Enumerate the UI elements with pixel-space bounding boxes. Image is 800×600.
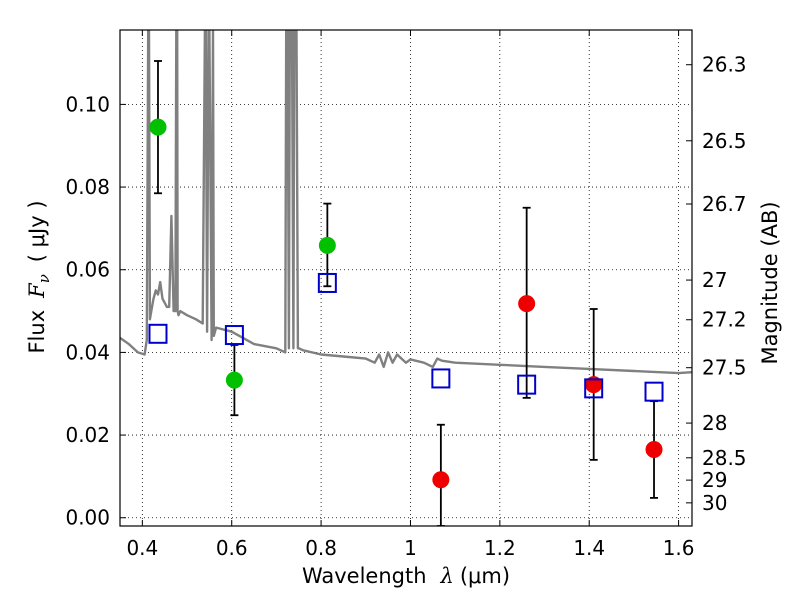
model-photometry-point-4 <box>517 374 537 395</box>
x-tick-label-0: 0.4 <box>126 536 158 560</box>
x-tick-label-2: 0.8 <box>305 536 337 560</box>
y2-tick-label-8: 29 <box>702 468 727 492</box>
y2-tick-label-1: 26.5 <box>702 129 747 153</box>
y-tick-label-0: 0.00 <box>65 506 110 530</box>
y-tick-label-3: 0.06 <box>65 258 110 282</box>
red-measurements-point-3 <box>645 441 663 459</box>
x-axis-label-unit: (μm) <box>460 564 510 588</box>
y2-tick-label-3: 27 <box>702 268 727 292</box>
y2-tick-label-0: 26.3 <box>702 53 747 77</box>
y2-tick-label-2: 26.7 <box>702 192 747 216</box>
grid <box>120 30 692 526</box>
green-measurements-point-0 <box>149 118 167 136</box>
y-tick-label-1: 0.02 <box>65 423 110 447</box>
model-photometry-point-6 <box>644 381 664 402</box>
green-measurements-point-1 <box>225 371 243 389</box>
y-axis-label-subscript: ν <box>35 274 53 283</box>
x-tick-label-6: 1.6 <box>663 536 695 560</box>
y-axis-label-main: Flux <box>25 310 49 354</box>
ticks-layer: 0.4 0.6 0.8 1 1.2 1.4 1.6 0.00 0.02 0.04 0.06 0.08 0… <box>65 30 747 560</box>
spectrum-layer <box>120 30 692 375</box>
x-axis-label: Wavelength λ (μm) <box>302 564 510 588</box>
x-tick-label-3: 1 <box>404 536 417 560</box>
y2-tick-label-4: 27.2 <box>702 308 747 332</box>
y-tick-label-4: 0.08 <box>65 175 110 199</box>
x-tick-label-1: 0.6 <box>216 536 248 560</box>
model-photometry-point-1 <box>224 325 244 346</box>
y2-tick-label-6: 28 <box>702 411 727 435</box>
y-tick-label-5: 0.10 <box>65 92 110 116</box>
green-measurements-point-2 <box>318 236 336 254</box>
model-spectrum-line <box>120 30 692 375</box>
y-axis-label-unit: ( μJy ) <box>25 200 49 262</box>
x-tick-label-5: 1.4 <box>573 536 605 560</box>
y2-tick-label-9: 30 <box>702 491 727 515</box>
y-axis-label-symbol: F <box>25 282 49 299</box>
y2-tick-label-5: 27.5 <box>702 356 747 380</box>
x-axis-label-main: Wavelength <box>302 564 427 588</box>
model-photometry-point-0 <box>148 323 168 344</box>
model-photometry-point-5 <box>584 378 604 399</box>
model-photometry-point-2 <box>317 272 337 293</box>
y-tick-label-2: 0.04 <box>65 340 110 364</box>
plot-frame <box>119 29 693 527</box>
y-axis-label: Flux Fν ( μJy ) <box>25 200 53 353</box>
red-measurements-point-1 <box>518 295 536 313</box>
marker-layer <box>148 118 664 489</box>
y2-tick-label-7: 28.5 <box>702 446 747 470</box>
model-photometry-point-3 <box>431 368 451 389</box>
y2-axis-label: Magnitude (AB) <box>758 201 782 364</box>
x-axis-label-symbol: λ <box>440 564 454 588</box>
red-measurements-point-0 <box>432 471 450 489</box>
x-tick-label-4: 1.2 <box>484 536 516 560</box>
